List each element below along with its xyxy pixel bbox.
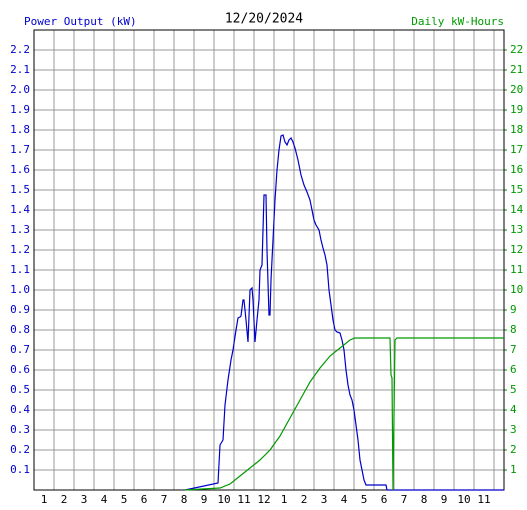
y2-tick-label: 4: [510, 403, 517, 416]
y2-tick-label: 5: [510, 383, 517, 396]
x-tick-label: 9: [441, 493, 448, 506]
y-tick-label: 1.1: [10, 263, 30, 276]
y-tick-label: 0.8: [10, 323, 30, 336]
data-line: [184, 134, 504, 491]
y-tick-label: 0.6: [10, 363, 30, 376]
y-tick-label: 0.4: [10, 403, 30, 416]
y2-tick-label: 1: [510, 463, 517, 476]
y-tick-label: 2.0: [10, 83, 30, 96]
x-tick-label: 3: [321, 493, 328, 506]
y-tick-label: 1.0: [10, 283, 30, 296]
y-tick-label: 2.1: [10, 63, 30, 76]
y-tick-label: 1.5: [10, 183, 30, 196]
y2-tick-label: 20: [510, 83, 523, 96]
x-tick-label: 11: [237, 493, 250, 506]
x-tick-label: 9: [201, 493, 208, 506]
x-tick-label: 10: [457, 493, 470, 506]
x-tick-label: 4: [341, 493, 348, 506]
chart-title: 12/20/2024: [225, 12, 303, 27]
y2-tick-label: 14: [510, 203, 524, 216]
x-tick-label: 3: [81, 493, 88, 506]
x-tick-label: 11: [477, 493, 490, 506]
y2-tick-label: 11: [510, 263, 523, 276]
y2-tick-label: 10: [510, 283, 523, 296]
y-tick-label: 1.2: [10, 243, 30, 256]
x-tick-label: 2: [301, 493, 308, 506]
y-tick-label: 0.7: [10, 343, 30, 356]
x-tick-label: 12: [257, 493, 270, 506]
y2-tick-label: 9: [510, 303, 517, 316]
y-tick-label: 1.9: [10, 103, 30, 116]
x-tick-label: 8: [181, 493, 188, 506]
x-tick-label: 1: [281, 493, 288, 506]
x-tick-label: 10: [217, 493, 230, 506]
y-tick-label: 1.3: [10, 223, 30, 236]
y-axis-label: Power Output (kW): [24, 15, 137, 28]
data-line: [184, 337, 504, 491]
y-tick-label: 0.3: [10, 423, 30, 436]
y2-tick-label: 2: [510, 443, 517, 456]
y2-axis-label: Daily kW-Hours: [411, 15, 504, 28]
x-tick-label: 5: [121, 493, 128, 506]
y2-tick-label: 12: [510, 243, 523, 256]
y2-tick-label: 22: [510, 43, 523, 56]
x-tick-label: 1: [41, 493, 48, 506]
x-tick-label: 7: [161, 493, 168, 506]
x-tick-label: 4: [101, 493, 108, 506]
x-tick-label: 5: [361, 493, 368, 506]
y2-tick-label: 6: [510, 363, 517, 376]
y-tick-label: 1.8: [10, 123, 30, 136]
y2-tick-label: 13: [510, 223, 523, 236]
y2-tick-label: 15: [510, 183, 523, 196]
y2-tick-label: 18: [510, 123, 523, 136]
x-tick-label: 8: [421, 493, 428, 506]
y-tick-label: 0.1: [10, 463, 30, 476]
x-tick-label: 7: [401, 493, 408, 506]
y2-tick-label: 17: [510, 143, 523, 156]
y-tick-label: 2.2: [10, 43, 30, 56]
y2-tick-label: 7: [510, 343, 517, 356]
y2-tick-label: 21: [510, 63, 523, 76]
y-tick-label: 0.5: [10, 383, 30, 396]
x-tick-label: 6: [381, 493, 388, 506]
y-tick-label: 1.7: [10, 143, 30, 156]
y-tick-label: 1.4: [10, 203, 30, 216]
x-tick-label: 6: [141, 493, 148, 506]
x-tick-label: 2: [61, 493, 68, 506]
y2-tick-label: 19: [510, 103, 523, 116]
y-tick-label: 1.6: [10, 163, 30, 176]
y2-tick-label: 3: [510, 423, 517, 436]
y2-tick-label: 8: [510, 323, 517, 336]
y2-tick-label: 16: [510, 163, 523, 176]
y-tick-label: 0.2: [10, 443, 30, 456]
y-tick-label: 0.9: [10, 303, 30, 316]
plot-border: [33, 29, 505, 491]
